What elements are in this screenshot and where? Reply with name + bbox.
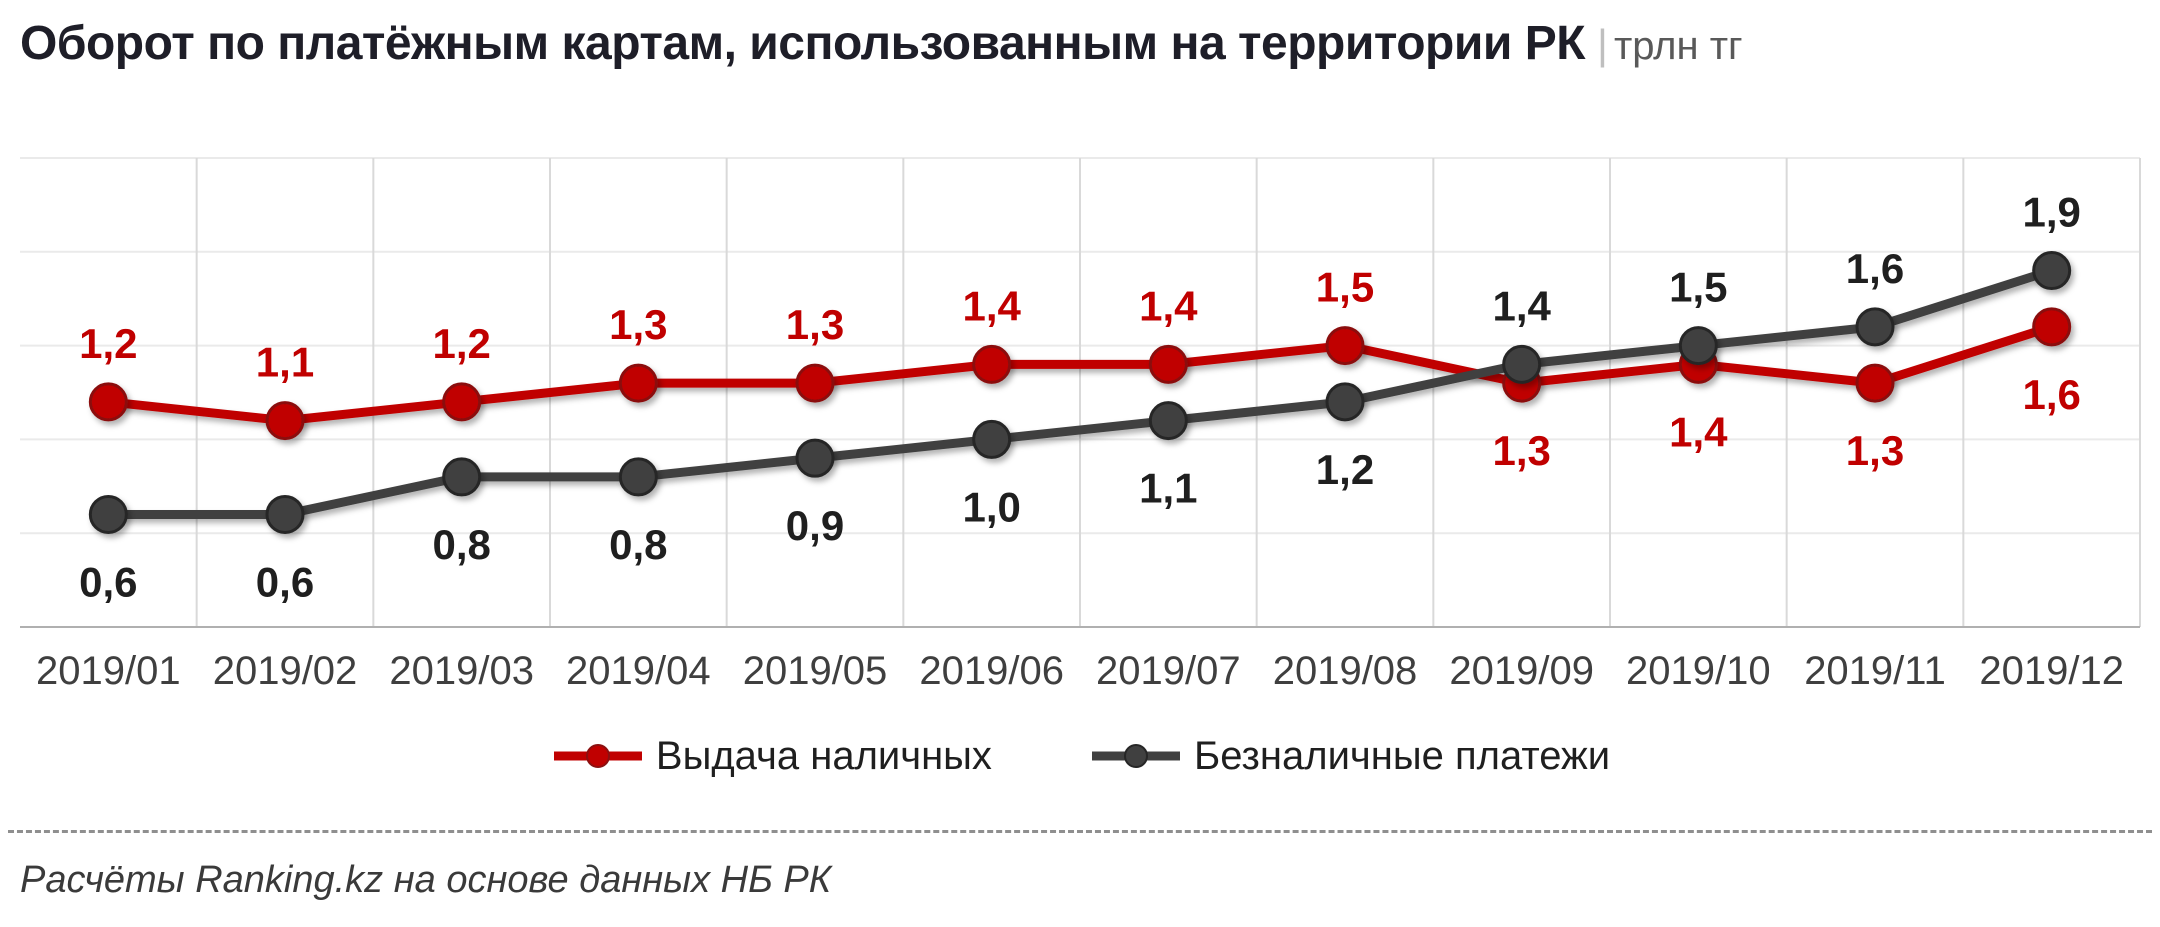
data-label: 0,6 (256, 558, 314, 605)
legend-marker-cash-icon (553, 744, 642, 768)
series-line (103, 322, 2057, 426)
x-tick-label: 2019/05 (743, 649, 888, 693)
x-tick-label: 2019/09 (1449, 649, 1594, 693)
legend-item-noncash: Безналичные платежи (1088, 734, 1610, 779)
x-tick-label: 2019/08 (1273, 649, 1418, 693)
data-point (1325, 382, 1365, 422)
data-point (618, 363, 658, 403)
chart-unit-label: трлн тг (1613, 24, 1743, 68)
data-label: 1,1 (256, 339, 314, 386)
source-note: Расчёты Ranking.kz на основе данных НБ Р… (20, 859, 832, 901)
data-label: 1,6 (2022, 371, 2080, 418)
data-label: 1,2 (79, 320, 137, 367)
data-point (972, 344, 1012, 384)
data-point (265, 494, 305, 534)
data-label: 1,2 (432, 320, 490, 367)
x-tick-label: 2019/04 (566, 649, 711, 693)
data-label: 0,9 (786, 502, 844, 549)
data-point (1855, 363, 1895, 403)
data-point (88, 494, 128, 534)
x-tick-label: 2019/06 (919, 649, 1064, 693)
data-point (1325, 326, 1365, 366)
x-tick-label: 2019/03 (389, 649, 534, 693)
data-point (1148, 401, 1188, 441)
data-label: 1,2 (1316, 446, 1374, 493)
data-point (795, 363, 835, 403)
data-label: 0,8 (609, 521, 667, 568)
data-point (442, 457, 482, 497)
data-label: 1,6 (1846, 245, 1904, 292)
data-point (795, 438, 835, 478)
x-tick-label: 2019/10 (1626, 649, 1771, 693)
chart-legend: Выдача наличных Безналичные платежи (0, 730, 2160, 782)
data-point (1678, 326, 1718, 366)
chart-header: Оборот по платёжным картам, использованн… (0, 0, 2160, 84)
data-point (2032, 251, 2072, 291)
x-tick-label: 2019/07 (1096, 649, 1241, 693)
data-point (442, 382, 482, 422)
data-label: 1,0 (962, 483, 1020, 530)
legend-label-cash: Выдача наличных (655, 733, 992, 778)
x-tick-label: 2019/11 (1804, 649, 1946, 693)
data-point (618, 457, 658, 497)
x-tick-label: 2019/01 (36, 649, 181, 693)
x-tick-label: 2019/02 (213, 649, 358, 693)
data-label: 1,3 (786, 301, 844, 348)
data-label: 1,3 (1846, 427, 1904, 474)
title-separator: | (1597, 21, 1608, 68)
data-label: 1,4 (1669, 408, 1728, 455)
data-label: 1,9 (2022, 189, 2080, 236)
data-label: 1,3 (609, 301, 667, 348)
chart-title: Оборот по платёжным картам, использованн… (20, 17, 1586, 70)
data-point (265, 401, 305, 441)
data-label: 0,8 (432, 521, 490, 568)
data-label: 1,4 (1139, 282, 1198, 329)
data-label: 1,1 (1139, 465, 1197, 512)
data-point (1148, 344, 1188, 384)
dashed-divider (8, 830, 2152, 833)
legend-marker-noncash-icon (1091, 744, 1180, 768)
data-label: 1,3 (1492, 427, 1550, 474)
line-chart: 2019/01 2019/02 2019/03 2019/04 2019/05 2019/… (20, 157, 2141, 693)
data-label: 1,5 (1316, 264, 1374, 311)
x-tick-label: 2019/12 (1979, 649, 2124, 693)
data-label: 1,5 (1669, 264, 1727, 311)
data-label: 0,6 (79, 558, 137, 605)
data-point (1502, 344, 1542, 384)
data-label: 1,4 (962, 282, 1021, 329)
legend-label-noncash: Безналичные платежи (1193, 733, 1611, 778)
data-point (972, 419, 1012, 459)
series-line (103, 266, 2057, 519)
data-label: 1,4 (1492, 282, 1551, 329)
data-point (88, 382, 128, 422)
legend-item-cash: Выдача наличных (550, 734, 992, 779)
data-point (2032, 307, 2072, 347)
data-point (1855, 307, 1895, 347)
